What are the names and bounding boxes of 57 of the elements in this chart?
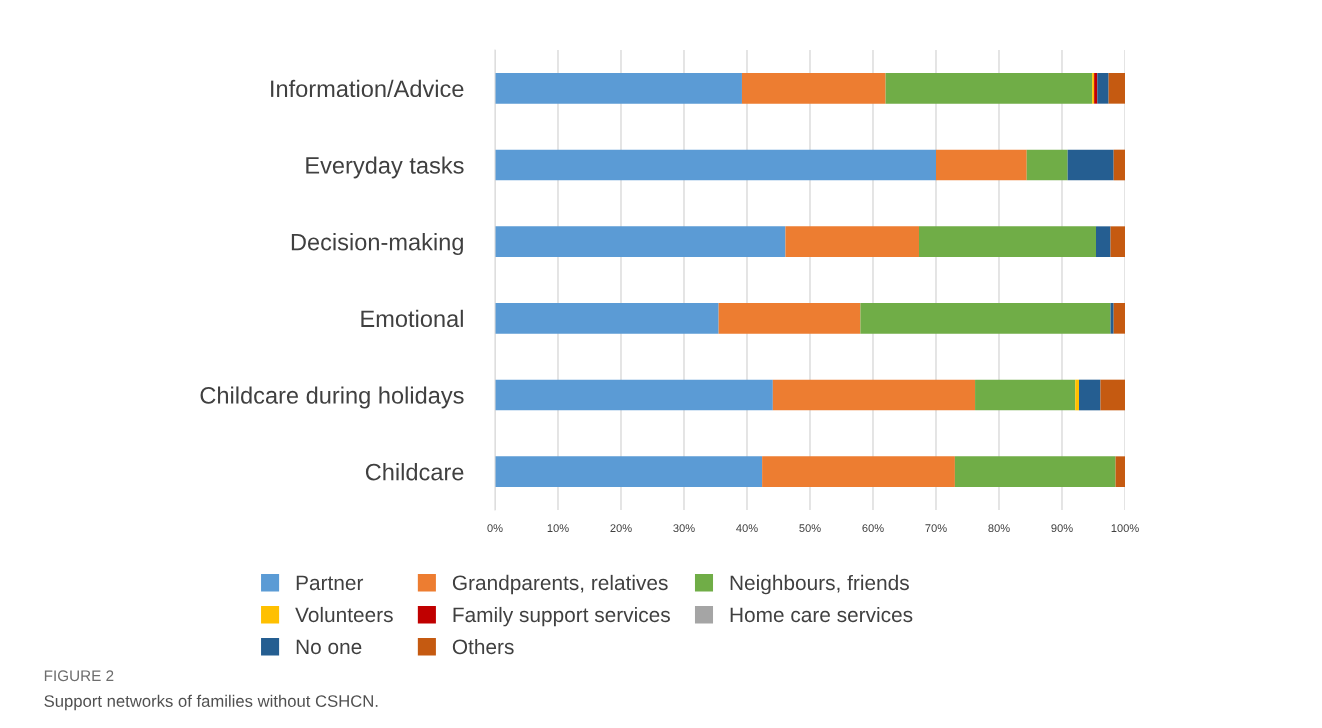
bar xyxy=(1026,149,1068,181)
legend-label: Partner xyxy=(296,575,364,591)
y-tick-label: Emotional xyxy=(361,309,463,328)
bar xyxy=(762,456,955,487)
y-tick-label: Childcare during holidays xyxy=(200,386,464,409)
legend-label: Volunteers xyxy=(295,606,393,623)
bar xyxy=(718,303,861,334)
x-tick-label: 10% xyxy=(547,524,569,533)
bar xyxy=(1079,379,1101,411)
bar xyxy=(1110,226,1125,257)
x-tick-label: 60% xyxy=(862,524,884,533)
x-tick-label: 0% xyxy=(487,524,503,533)
x-tick-label: 30% xyxy=(673,524,695,533)
x-tick-label: 20% xyxy=(610,524,632,533)
bar xyxy=(1108,73,1125,104)
bar xyxy=(1100,379,1125,411)
caption: FIGURE 2 xyxy=(44,670,114,682)
legend-label: Family support services xyxy=(453,606,670,627)
bar xyxy=(772,379,976,411)
bar xyxy=(495,226,786,257)
y-tick-label: Decision-making xyxy=(291,233,463,256)
bar xyxy=(954,456,1116,487)
bar xyxy=(495,456,763,487)
bar xyxy=(1096,226,1111,257)
x-tick-label: 50% xyxy=(799,524,821,533)
legend-label: No one xyxy=(296,639,362,655)
bar xyxy=(785,226,919,257)
x-tick-label: 70% xyxy=(925,524,947,533)
bar xyxy=(495,149,936,181)
bar xyxy=(1113,303,1125,334)
x-tick-label: 80% xyxy=(988,524,1010,533)
bar xyxy=(1113,149,1125,181)
bar xyxy=(918,226,1097,257)
bar xyxy=(1075,379,1080,411)
bar xyxy=(1115,456,1125,487)
legend-label: Others xyxy=(452,638,514,655)
bar xyxy=(1110,303,1114,334)
text: Support networks of families without CSHCN. xyxy=(44,694,378,711)
y-tick-label: Everyday tasks xyxy=(306,156,464,179)
legend-label: Grandparents, relatives xyxy=(452,574,668,595)
y-tick-label: Childcare xyxy=(365,463,464,481)
legend-label: Home care services xyxy=(730,606,913,623)
bar xyxy=(975,379,1076,411)
x-tick-label: 90% xyxy=(1051,524,1073,533)
bar xyxy=(860,303,1111,334)
bar xyxy=(936,149,1027,181)
x-tick-label: 40% xyxy=(736,524,758,533)
bar xyxy=(885,73,1093,104)
legend-label: Neighbours, friends xyxy=(730,574,909,595)
bar xyxy=(495,379,773,411)
x-tick-label: 100% xyxy=(1111,524,1139,533)
bar xyxy=(495,303,719,334)
bar xyxy=(741,73,886,104)
bar xyxy=(495,73,742,104)
bar xyxy=(1067,149,1114,181)
y-tick-label: Information/Advice xyxy=(271,79,464,98)
bar xyxy=(1097,73,1109,104)
